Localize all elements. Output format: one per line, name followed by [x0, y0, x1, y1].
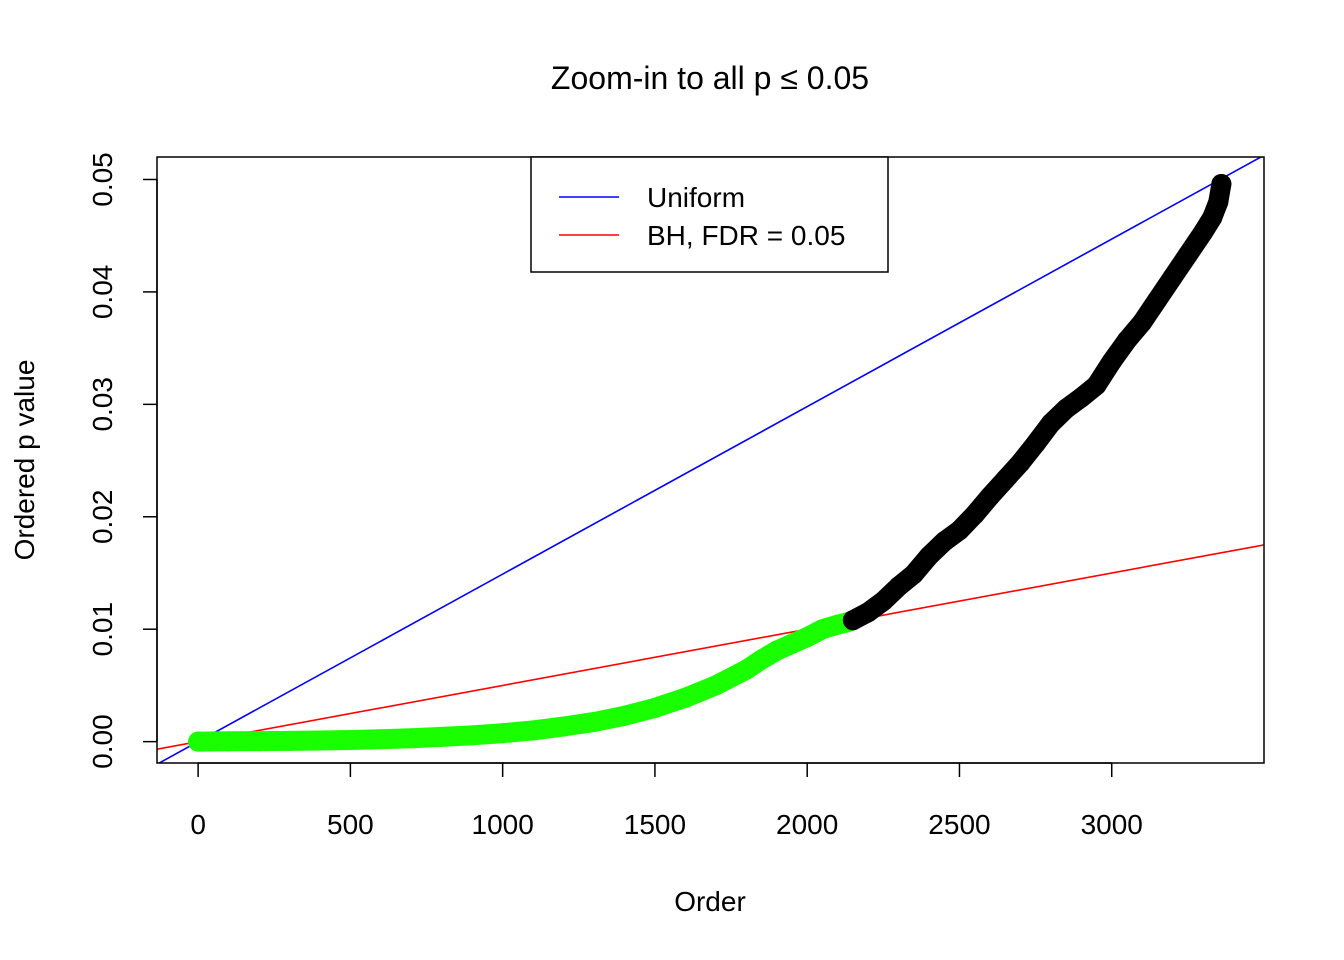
data-point — [279, 730, 300, 751]
data-point — [919, 546, 940, 567]
x-tick-label: 500 — [327, 809, 374, 840]
data-point — [873, 591, 894, 612]
data-point — [842, 610, 863, 631]
data-point — [934, 531, 955, 552]
series-1-band — [842, 174, 1232, 631]
data-point — [1202, 207, 1223, 228]
data-point — [340, 729, 361, 750]
data-point — [462, 725, 483, 746]
data-point — [1101, 351, 1122, 372]
data-point — [1010, 452, 1031, 473]
data-point — [249, 731, 270, 752]
data-point — [188, 731, 209, 752]
x-tick-label: 1500 — [624, 809, 686, 840]
data-point — [492, 723, 513, 744]
x-axis-label: Order — [674, 886, 746, 917]
data-point — [1147, 289, 1168, 310]
x-tick-label: 2000 — [776, 809, 838, 840]
legend: Uniform BH, FDR = 0.05 — [530, 156, 889, 273]
y-tick-label: 0.02 — [87, 490, 118, 545]
data-point — [705, 675, 726, 696]
data-point — [644, 697, 665, 718]
data-points — [188, 173, 1232, 752]
data-point — [370, 729, 391, 750]
data-point — [584, 711, 605, 732]
data-point — [1071, 387, 1092, 408]
data-point — [797, 627, 818, 648]
data-point — [766, 640, 787, 661]
y-tick-label: 0.03 — [87, 377, 118, 432]
data-point — [858, 602, 879, 623]
data-point — [218, 731, 239, 752]
data-point — [675, 687, 696, 708]
x-tick-label: 2500 — [928, 809, 990, 840]
reference-line-bh — [157, 544, 1264, 751]
data-point — [1086, 375, 1107, 396]
y-tick-label: 0.05 — [87, 152, 118, 207]
data-point — [523, 720, 544, 741]
data-point — [1040, 413, 1061, 434]
data-point — [751, 649, 772, 670]
y-tick-label: 0.04 — [87, 265, 118, 320]
data-point — [1116, 330, 1137, 351]
x-tick-label: 1000 — [472, 809, 534, 840]
y-axis-label: Ordered p value — [9, 360, 40, 561]
reference-line-uniform — [157, 157, 1263, 763]
data-point — [995, 469, 1016, 490]
data-point — [781, 633, 802, 654]
data-point — [888, 576, 909, 597]
data-point — [1208, 191, 1229, 212]
y-tick-label: 0.01 — [87, 602, 118, 657]
y-tick-label: 0.00 — [87, 714, 118, 769]
data-point — [979, 486, 1000, 507]
data-point — [1025, 433, 1046, 454]
data-point — [553, 716, 574, 737]
legend-box — [530, 156, 889, 273]
data-point — [431, 726, 452, 747]
x-axis: 0 500 1000 1500 2000 2500 3000 — [190, 762, 1143, 840]
data-point — [903, 564, 924, 585]
legend-bh-label: BH, FDR = 0.05 — [647, 220, 845, 251]
x-tick-label: 3000 — [1081, 809, 1143, 840]
data-point — [1056, 398, 1077, 419]
data-point — [1193, 222, 1214, 243]
reference-lines — [157, 157, 1264, 763]
legend-uniform-label: Uniform — [647, 182, 745, 213]
data-point — [1162, 267, 1183, 288]
x-tick-label: 0 — [190, 809, 206, 840]
data-point — [309, 730, 330, 751]
data-point — [614, 705, 635, 726]
data-point — [949, 520, 970, 541]
data-point — [964, 504, 985, 525]
chart-title: Zoom-in to all p ≤ 0.05 — [551, 60, 869, 96]
data-point — [812, 619, 833, 640]
data-point — [1132, 312, 1153, 333]
data-point — [401, 728, 422, 749]
data-point — [1211, 173, 1232, 194]
data-point — [1177, 244, 1198, 265]
y-axis: 0.00 0.01 0.02 0.03 0.04 0.05 — [87, 152, 158, 769]
data-point — [736, 659, 757, 680]
